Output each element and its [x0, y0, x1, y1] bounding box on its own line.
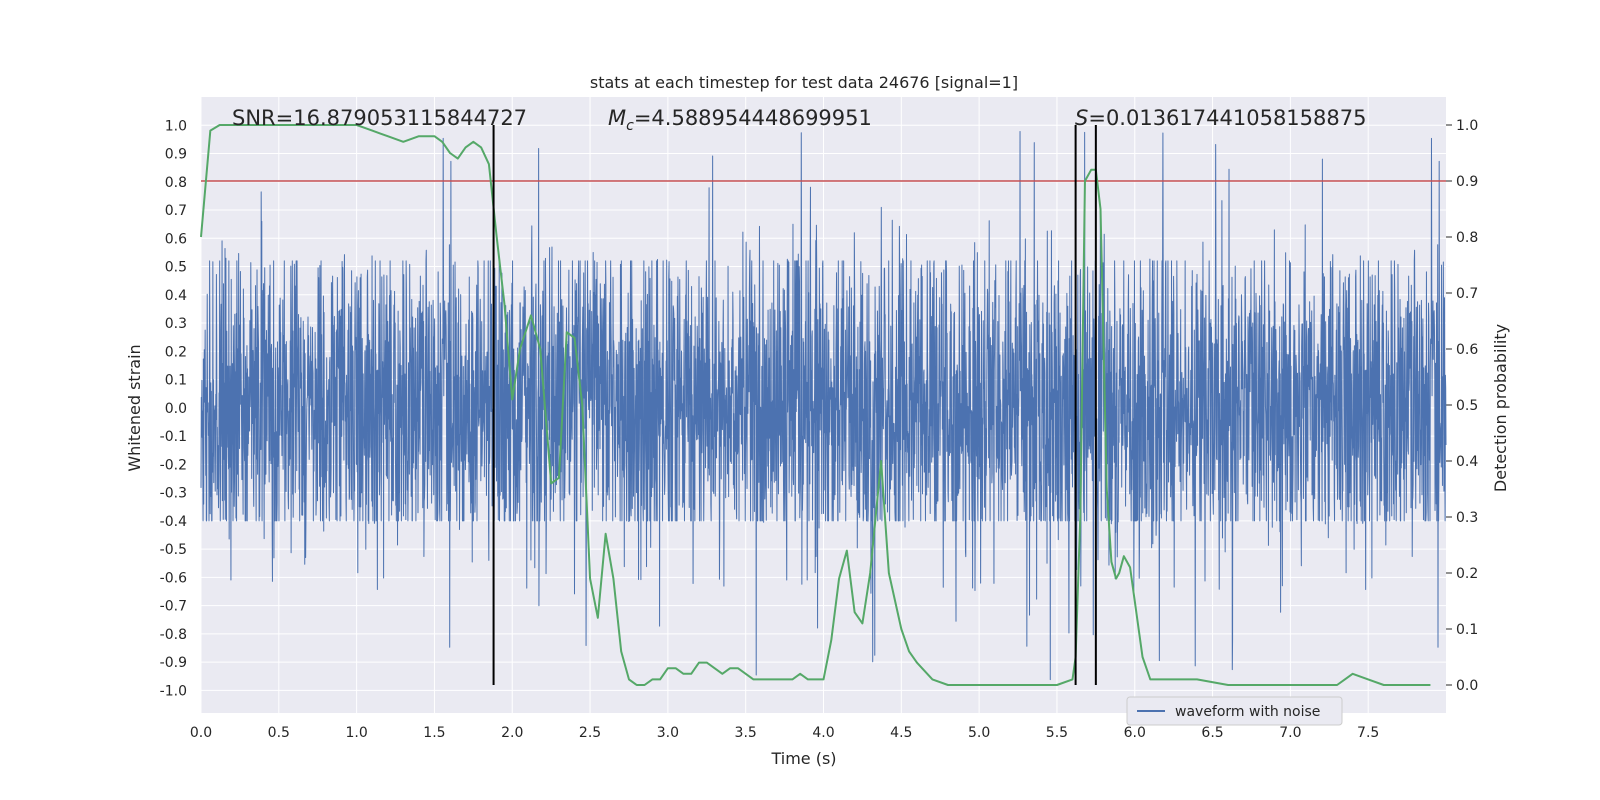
y-tick-label: 0.5	[165, 260, 187, 276]
x-axis-label: Time (s)	[770, 749, 836, 768]
y2-tick-label: 0.0	[1456, 678, 1478, 694]
chart-title: stats at each timestep for test data 246…	[590, 73, 1018, 92]
y-tick-label: 0.8	[165, 175, 187, 191]
y-axis-label: Whitened strain	[125, 344, 144, 471]
y2-tick-label: 0.2	[1456, 566, 1478, 582]
y-tick-label: -0.1	[160, 429, 187, 445]
plot-area: 0.0 0.5 1.0 1.5 2.0 2.5 3.0 3.5 4.0 4.5 5.0 5.5 6.0 6…	[160, 97, 1478, 741]
waveform-series-line	[200, 130, 1447, 681]
y-tick-label: -0.9	[160, 655, 187, 671]
chirp-mass-annotation: Mc=4.588954448699951	[608, 106, 872, 134]
y2-tick-label: 0.3	[1456, 510, 1478, 526]
y2-tick-label: 0.5	[1456, 398, 1478, 414]
y2-tick-label: 1.0	[1456, 118, 1478, 134]
s-annotation: S=0.013617441058158875	[1075, 106, 1366, 130]
y-tick-label: -0.2	[160, 457, 187, 473]
y-tick-label: 0.7	[165, 203, 187, 219]
x-tick-label: 1.5	[423, 725, 445, 741]
x-tick-label: 2.5	[579, 725, 601, 741]
x-tick-label: 5.5	[1046, 725, 1068, 741]
y-tick-label: 0.0	[165, 401, 187, 417]
x-tick-label: 7.5	[1357, 725, 1379, 741]
detection-probability-line	[200, 124, 1431, 686]
y-tick-label: -0.5	[160, 542, 187, 558]
y-tick-label: 0.1	[165, 373, 187, 389]
x-tick-label: 4.5	[890, 725, 912, 741]
y-tick-label: 0.6	[165, 231, 187, 247]
x-tick-label: 0.5	[268, 725, 290, 741]
y2-tick-label: 0.9	[1456, 174, 1478, 190]
snr-annotation: SNR=16.879053115844727	[232, 106, 527, 130]
y2-tick-label: 0.1	[1456, 622, 1478, 638]
x-tick-label: 3.0	[657, 725, 679, 741]
x-tick-label: 3.5	[735, 725, 757, 741]
y-tick-label: -0.4	[160, 514, 187, 530]
y-tick-label: 0.3	[165, 316, 187, 332]
x-tick-label: 6.5	[1201, 725, 1223, 741]
x-tick-label: 4.0	[812, 725, 834, 741]
y-tick-label: 0.2	[165, 344, 187, 360]
y2-axis-label: Detection probability	[1491, 324, 1510, 492]
y-tick-label: -1.0	[160, 683, 187, 699]
chirp-mass-value: =4.588954448699951	[634, 106, 872, 130]
x-tick-label: 6.0	[1124, 725, 1146, 741]
y2-tick-label: 0.8	[1456, 230, 1478, 246]
y-tick-label: 1.0	[165, 118, 187, 134]
x-tick-label: 2.0	[501, 725, 523, 741]
x-tick-label: 7.0	[1279, 725, 1301, 741]
legend: waveform with noise	[1126, 696, 1343, 726]
chirp-mass-symbol: M	[608, 106, 626, 130]
y2-tick-label: 0.7	[1456, 286, 1478, 302]
s-symbol: S	[1075, 106, 1088, 130]
y2-tick-label: 0.6	[1456, 342, 1478, 358]
y-tick-label: -0.6	[160, 570, 187, 586]
y2-tick-label: 0.4	[1456, 454, 1478, 470]
x-tick-label: 5.0	[968, 725, 990, 741]
legend-box	[1126, 696, 1343, 726]
y-tick-label: 0.9	[165, 147, 187, 163]
y-tick-label: -0.7	[160, 599, 187, 615]
legend-entry: waveform with noise	[1175, 704, 1320, 720]
x-tick-label: 0.0	[190, 725, 212, 741]
x-tick-label: 1.0	[345, 725, 367, 741]
chirp-mass-subscript: c	[626, 118, 634, 134]
y-tick-label: -0.8	[160, 627, 187, 643]
s-value: =0.013617441058158875	[1088, 106, 1366, 130]
y-tick-label: 0.4	[165, 288, 187, 304]
y-tick-label: -0.3	[160, 486, 187, 502]
